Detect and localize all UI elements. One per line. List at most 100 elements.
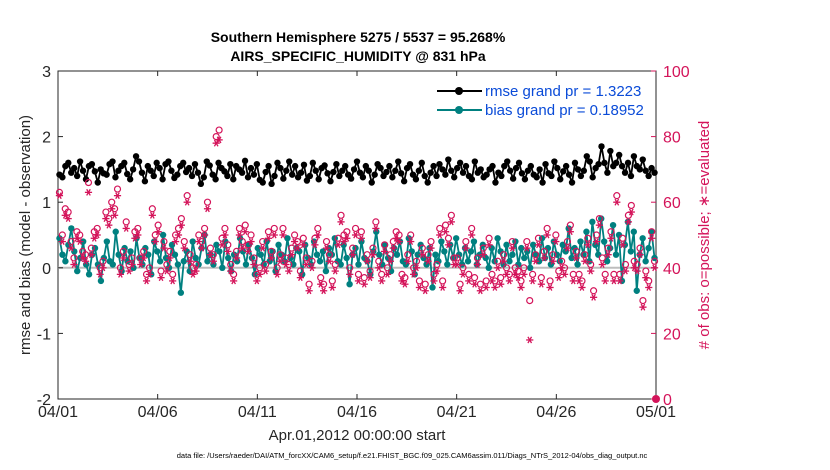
rmse-point bbox=[71, 164, 78, 172]
bias-point bbox=[438, 238, 445, 245]
obs-possible-marker bbox=[177, 215, 185, 223]
obs-possible-marker bbox=[468, 224, 476, 233]
obs-possible-marker bbox=[302, 254, 310, 262]
rmse-point bbox=[294, 174, 302, 181]
bias-point bbox=[526, 264, 534, 271]
obs-possible-marker bbox=[575, 270, 583, 278]
bias-point bbox=[97, 277, 105, 285]
rmse-point bbox=[280, 175, 287, 182]
rmse-point bbox=[297, 169, 305, 176]
obs-evaluated-marker bbox=[363, 257, 371, 265]
rmse-point bbox=[112, 174, 119, 181]
x-tick-label: 04/11 bbox=[238, 404, 277, 421]
bias-point bbox=[589, 218, 596, 226]
obs-evaluated-marker bbox=[169, 277, 177, 285]
obs-evaluated-marker bbox=[189, 270, 197, 278]
obs-possible-marker bbox=[215, 126, 223, 134]
rmse-point bbox=[253, 160, 261, 168]
obs-possible-marker bbox=[354, 270, 363, 278]
obs-evaluated-marker bbox=[238, 244, 246, 252]
obs-possible-marker bbox=[558, 257, 566, 265]
obs-evaluated-marker bbox=[479, 251, 487, 259]
rmse-point bbox=[283, 167, 290, 174]
obs-evaluated-marker bbox=[276, 257, 284, 265]
obs-evaluated-marker bbox=[142, 277, 151, 285]
bias-point bbox=[219, 264, 226, 271]
rmse-point bbox=[636, 166, 643, 173]
obs-possible-marker bbox=[325, 251, 334, 259]
obs-evaluated-marker bbox=[456, 287, 464, 295]
bias-point bbox=[518, 244, 525, 252]
rmse-point bbox=[439, 166, 446, 173]
rmse-point bbox=[350, 166, 358, 173]
rmse-point bbox=[462, 162, 470, 170]
obs-evaluated-marker bbox=[224, 247, 232, 255]
rmse-point bbox=[489, 162, 496, 170]
obs-evaluated-marker bbox=[378, 277, 386, 285]
bias-point bbox=[316, 258, 324, 265]
obs-possible-marker bbox=[290, 231, 299, 239]
y-axis-right-label: # of obs: o=possible; ∗=evaluated bbox=[696, 121, 713, 350]
obs-possible-marker bbox=[462, 237, 470, 246]
obs-evaluated-marker bbox=[314, 231, 322, 239]
rmse-point bbox=[586, 158, 593, 165]
rmse-point bbox=[362, 162, 370, 170]
obs-possible-marker bbox=[404, 251, 412, 259]
obs-possible-marker bbox=[531, 251, 540, 259]
obs-evaluated-marker bbox=[235, 231, 244, 239]
bias-point bbox=[156, 258, 164, 265]
rmse-point bbox=[409, 171, 417, 178]
x-tick-label: 04/21 bbox=[437, 404, 477, 421]
rmse-point bbox=[206, 162, 213, 169]
obs-possible-marker bbox=[380, 241, 389, 249]
obs-evaluated-marker bbox=[81, 257, 90, 265]
bias-point bbox=[485, 264, 492, 271]
obs-evaluated-marker bbox=[67, 244, 75, 252]
obs-possible-marker bbox=[259, 237, 267, 246]
obs-possible-marker bbox=[421, 280, 429, 288]
obs-evaluated-marker bbox=[111, 211, 119, 219]
obs-evaluated-marker bbox=[349, 251, 357, 259]
obs-evaluated-marker bbox=[76, 238, 84, 246]
rmse-point bbox=[521, 176, 529, 183]
rmse-point bbox=[445, 156, 452, 163]
obs-possible-marker bbox=[328, 277, 336, 285]
obs-possible-marker bbox=[128, 254, 136, 262]
rmse-point bbox=[651, 169, 658, 176]
obs-evaluated-marker bbox=[108, 205, 116, 213]
bias-point bbox=[414, 251, 421, 258]
bias-point bbox=[441, 248, 448, 255]
obs-evaluated-marker bbox=[253, 277, 261, 285]
obs-possible-marker bbox=[552, 231, 560, 239]
rmse-point bbox=[624, 159, 632, 167]
bias-point bbox=[432, 251, 439, 258]
bias-point bbox=[112, 228, 119, 235]
obs-evaluated-marker bbox=[305, 287, 313, 295]
bias-point bbox=[62, 258, 69, 265]
obs-evaluated-marker bbox=[383, 270, 392, 278]
obs-possible-marker bbox=[479, 244, 487, 252]
obs-possible-marker bbox=[436, 224, 444, 233]
rmse-point bbox=[621, 169, 629, 176]
obs-possible-marker bbox=[439, 277, 447, 285]
obs-evaluated-marker bbox=[288, 251, 296, 259]
rmse-point bbox=[224, 172, 231, 180]
obs-evaluated-marker bbox=[529, 277, 537, 285]
obs-evaluated-marker bbox=[320, 287, 328, 295]
obs-evaluated-marker bbox=[476, 287, 484, 295]
bias-point bbox=[509, 251, 516, 258]
obs-possible-marker bbox=[595, 215, 603, 223]
rmse-point bbox=[539, 179, 546, 186]
obs-evaluated-marker bbox=[624, 218, 633, 226]
obs-evaluated-marker bbox=[79, 254, 87, 262]
obs-evaluated-marker bbox=[636, 251, 644, 259]
obs-evaluated-marker bbox=[470, 280, 479, 288]
obs-evaluated-marker bbox=[360, 280, 368, 288]
bias-point bbox=[642, 258, 649, 265]
rmse-point bbox=[536, 166, 543, 173]
obs-evaluated-marker bbox=[84, 188, 93, 196]
rmse-point bbox=[265, 162, 272, 170]
x-tick-label: 05/01 bbox=[636, 404, 676, 421]
obs-evaluated-marker bbox=[543, 231, 551, 239]
rmse-point bbox=[504, 158, 511, 165]
